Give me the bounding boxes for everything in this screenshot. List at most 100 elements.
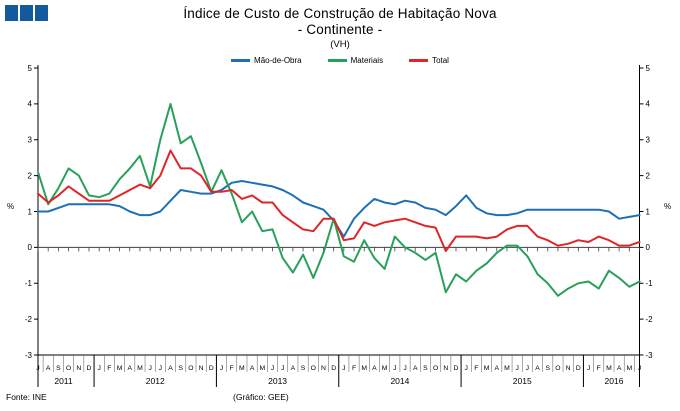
legend-label: Mão-de-Obra xyxy=(254,56,302,65)
month-label: D xyxy=(331,365,336,372)
legend-item-total: Total xyxy=(409,56,449,65)
y-tick-label: -1 xyxy=(25,279,33,288)
y-tick-label: 1 xyxy=(646,207,651,216)
year-label: 2011 xyxy=(54,376,73,386)
y-tick-label: 1 xyxy=(28,207,33,216)
y-tick-label: 4 xyxy=(646,100,651,109)
month-label: N xyxy=(321,365,326,372)
month-label: N xyxy=(76,365,81,372)
month-label: J xyxy=(271,365,274,372)
legend-line-swatch xyxy=(231,59,251,62)
month-label: O xyxy=(66,365,71,372)
month-label: M xyxy=(382,365,388,372)
month-label: O xyxy=(188,365,193,372)
y-tick-label: 4 xyxy=(28,100,33,109)
month-label: M xyxy=(137,365,143,372)
month-label: D xyxy=(454,365,459,372)
y-tick-label: 3 xyxy=(28,136,33,145)
y-tick-label: 2 xyxy=(646,171,651,180)
month-label: J xyxy=(220,365,223,372)
month-label: J xyxy=(638,365,641,372)
month-label: J xyxy=(148,365,151,372)
month-label: A xyxy=(46,365,51,372)
legend-item-mao-de-obra: Mão-de-Obra xyxy=(231,56,302,65)
legend: Mão-de-Obra Materiais Total xyxy=(0,56,680,65)
month-label: J xyxy=(464,365,467,372)
month-label: J xyxy=(159,365,162,372)
month-label: S xyxy=(56,365,61,372)
y-axis-unit-right: % xyxy=(664,202,671,211)
logo xyxy=(5,5,48,21)
logo-square xyxy=(20,5,33,21)
month-label: J xyxy=(36,365,39,372)
month-label: A xyxy=(372,365,377,372)
y-tick-label: -2 xyxy=(646,315,654,324)
month-label: F xyxy=(107,365,111,372)
y-tick-label: 0 xyxy=(28,243,33,252)
y-tick-label: -1 xyxy=(646,279,654,288)
month-label: J xyxy=(515,365,518,372)
logo-square xyxy=(5,5,18,21)
y-tick-label: 5 xyxy=(28,64,33,73)
month-label: M xyxy=(626,365,632,372)
month-label: N xyxy=(443,365,448,372)
legend-label: Total xyxy=(432,56,449,65)
credit-note: (Gráfico: GEE) xyxy=(233,392,289,402)
month-label: M xyxy=(361,365,367,372)
year-label: 2016 xyxy=(605,376,624,386)
y-tick-label: -3 xyxy=(646,351,654,360)
legend-item-materiais: Materiais xyxy=(327,56,384,65)
month-label: J xyxy=(281,365,284,372)
chart-title: Índice de Custo de Construção de Habitaç… xyxy=(183,6,497,21)
source-note: Fonte: INE xyxy=(6,392,47,402)
logo-square xyxy=(35,5,48,21)
month-label: F xyxy=(597,365,601,372)
year-label: 2012 xyxy=(146,376,165,386)
month-label: A xyxy=(127,365,132,372)
month-label: S xyxy=(545,365,550,372)
month-label: A xyxy=(168,365,173,372)
chart-subtitle: - Continente - xyxy=(297,22,383,37)
month-label: M xyxy=(606,365,612,372)
legend-line-swatch xyxy=(409,59,429,62)
month-label: S xyxy=(423,365,428,372)
month-label: A xyxy=(250,365,255,372)
y-tick-label: -3 xyxy=(25,351,33,360)
chart-line-materiais xyxy=(37,102,641,297)
month-label: O xyxy=(433,365,438,372)
y-tick-label: 0 xyxy=(646,243,651,252)
month-label: A xyxy=(535,365,540,372)
year-label: 2014 xyxy=(390,376,409,386)
year-label: 2013 xyxy=(268,376,287,386)
month-label: A xyxy=(494,365,499,372)
month-label: O xyxy=(311,365,316,372)
month-label: D xyxy=(87,365,92,372)
legend-label: Materiais xyxy=(350,56,384,65)
month-label: J xyxy=(587,365,590,372)
y-tick-label: 3 xyxy=(646,136,651,145)
month-label: D xyxy=(209,365,214,372)
month-label: J xyxy=(526,365,529,372)
month-label: F xyxy=(230,365,234,372)
y-tick-label: 5 xyxy=(646,64,651,73)
month-label: J xyxy=(393,365,396,372)
month-label: F xyxy=(352,365,356,372)
month-label: F xyxy=(474,365,478,372)
chart-unit-note: (VH) xyxy=(330,39,350,50)
month-label: M xyxy=(259,365,265,372)
month-label: O xyxy=(555,365,560,372)
y-axis-unit-left: % xyxy=(7,202,14,211)
month-label: M xyxy=(504,365,510,372)
y-tick-label: -2 xyxy=(25,315,33,324)
y-tick-label: 2 xyxy=(28,171,33,180)
month-label: M xyxy=(117,365,123,372)
month-label: N xyxy=(199,365,204,372)
month-label: J xyxy=(342,365,345,372)
month-label: A xyxy=(291,365,296,372)
month-label: M xyxy=(239,365,245,372)
legend-line-swatch xyxy=(327,59,347,62)
month-label: N xyxy=(566,365,571,372)
chart-line-total xyxy=(37,149,641,252)
month-label: J xyxy=(97,365,100,372)
